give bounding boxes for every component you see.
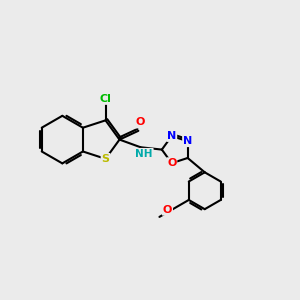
Text: O: O [163,205,172,215]
Text: O: O [167,158,176,168]
Text: N: N [183,136,192,146]
Text: O: O [135,118,145,128]
Text: S: S [101,154,110,164]
Text: NH: NH [135,149,153,159]
Text: Cl: Cl [100,94,112,104]
Text: N: N [167,131,176,141]
